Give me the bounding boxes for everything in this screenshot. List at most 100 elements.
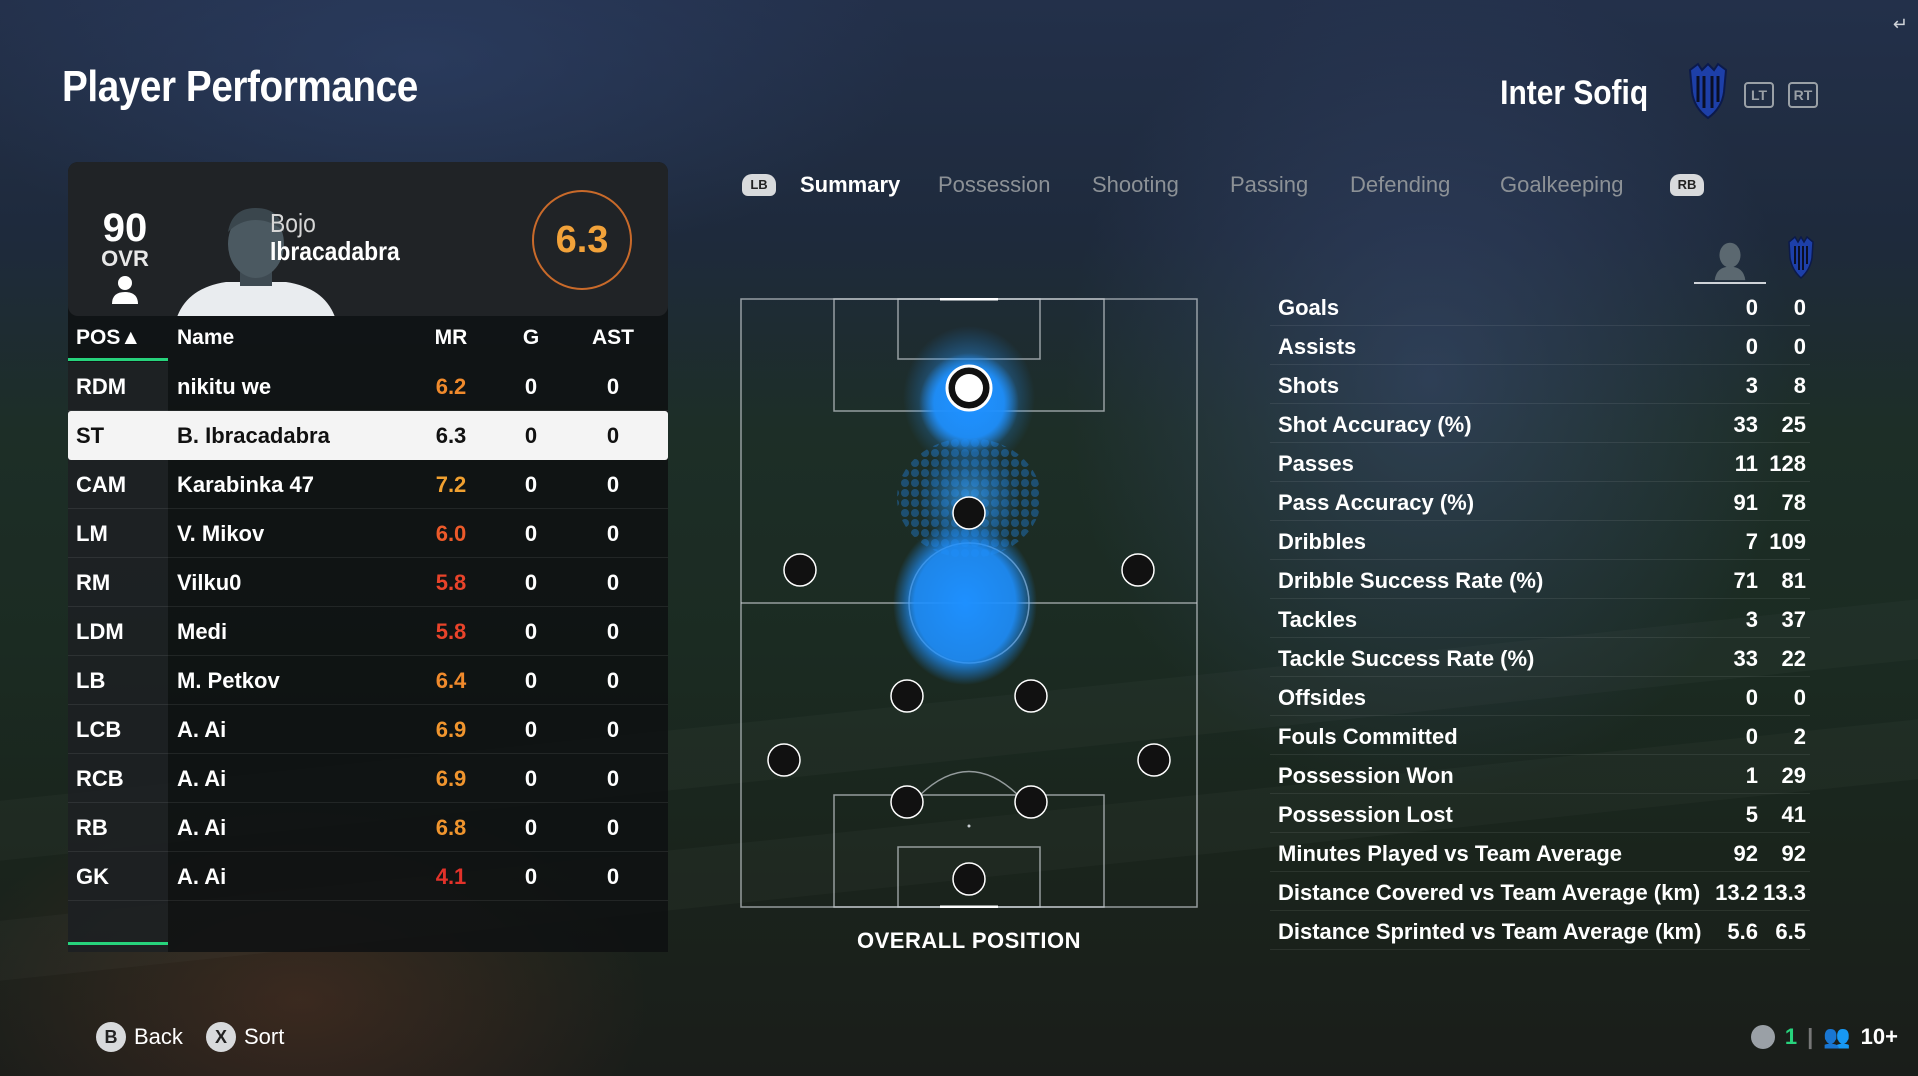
tab-shooting[interactable]: Shooting (1092, 172, 1179, 197)
tab-passing[interactable]: Passing (1230, 172, 1309, 197)
rb-button[interactable]: RB (1670, 174, 1704, 196)
stat-row: Passes 11 128 (1270, 443, 1810, 482)
stat-row: Assists 0 0 (1270, 326, 1810, 365)
table-row[interactable]: LDM Medi 5.8 0 0 (68, 607, 668, 656)
assists-cell: 0 (606, 717, 620, 742)
player-card: 90 OVR Bojo Ibracadabra 6.3 (68, 162, 668, 316)
stat-player-value: 0 (1745, 295, 1758, 320)
stat-player-value: 0 (1745, 334, 1758, 359)
goals-cell: 0 (524, 570, 538, 595)
stat-label: Minutes Played vs Team Average (1278, 841, 1622, 866)
stat-team-value: 0 (1793, 334, 1806, 359)
position-cell: LDM (76, 619, 124, 644)
assists-cell: 0 (606, 619, 620, 644)
player-table: RDM nikitu we 6.2 0 0 ST B. Ibracadabra 6.3 0 0 CA… (68, 362, 668, 901)
assists-cell: 0 (606, 423, 620, 448)
lt-button[interactable]: LT (1744, 82, 1774, 108)
stat-row: Dribbles 7 109 (1270, 521, 1810, 560)
name-cell: Karabinka 47 (177, 472, 314, 497)
stat-team-value: 78 (1781, 490, 1806, 515)
team-column-icon (1788, 236, 1814, 280)
tab-defending[interactable]: Defending (1350, 172, 1451, 197)
stat-team-value: 13.3 (1763, 880, 1806, 905)
ovr-label: OVR (101, 246, 149, 271)
goals-cell: 0 (524, 423, 538, 448)
rating-cell: 6.4 (435, 668, 467, 693)
name-cell: A. Ai (177, 815, 227, 840)
table-row[interactable]: RB A. Ai 6.8 0 0 (68, 803, 668, 852)
name-cell: M. Petkov (177, 668, 280, 693)
position-cell: RB (76, 815, 108, 840)
tab-possession[interactable]: Possession (938, 172, 1051, 197)
player-dot (890, 785, 924, 819)
player-first-name: Bojo (270, 208, 316, 238)
name-column-header[interactable]: Name (177, 326, 235, 349)
stat-label: Tackles (1278, 607, 1358, 632)
player-dot (890, 679, 924, 713)
signal-count: 1 (1784, 1024, 1798, 1049)
stat-team-value: 29 (1781, 763, 1806, 788)
stat-team-value: 2 (1793, 724, 1806, 749)
table-row[interactable]: LCB A. Ai 6.9 0 0 (68, 705, 668, 754)
assists-cell: 0 (606, 374, 620, 399)
ast-column-header[interactable]: AST (592, 326, 634, 349)
stat-label: Possession Won (1278, 763, 1454, 788)
name-cell: V. Mikov (177, 521, 265, 546)
mr-column-header[interactable]: MR (434, 326, 468, 349)
goals-cell: 0 (524, 472, 538, 497)
table-row[interactable]: RDM nikitu we 6.2 0 0 (68, 362, 668, 411)
stat-row: Shots 3 8 (1270, 365, 1810, 404)
stat-player-value: 3 (1745, 373, 1758, 398)
assists-cell: 0 (606, 864, 620, 889)
stat-row: Distance Covered vs Team Average (km) 13.… (1270, 872, 1810, 911)
table-row[interactable]: LM V. Mikov 6.0 0 0 (68, 509, 668, 558)
player-avatar (177, 208, 335, 316)
stat-player-value: 11 (1734, 451, 1758, 476)
scroll-indicator (68, 942, 168, 945)
assists-cell: 0 (606, 570, 620, 595)
back-button[interactable]: B Back (96, 1022, 183, 1052)
stat-label: Pass Accuracy (%) (1278, 490, 1475, 515)
pos-column-header[interactable]: POS▲ (76, 326, 142, 349)
position-cell: LM (76, 521, 108, 546)
name-cell: Vilku0 (177, 570, 242, 595)
stat-label: Shots (1278, 373, 1340, 398)
sort-button[interactable]: X Sort (206, 1022, 284, 1052)
stat-team-value: 81 (1781, 568, 1806, 593)
name-cell: A. Ai (177, 864, 227, 889)
table-row[interactable]: GK A. Ai 4.1 0 0 (68, 852, 668, 901)
back-label: Back (134, 1024, 183, 1049)
goals-cell: 0 (524, 864, 538, 889)
table-row[interactable]: LB M. Petkov 6.4 0 0 (68, 656, 668, 705)
table-row[interactable]: RCB A. Ai 6.9 0 0 (68, 754, 668, 803)
stat-player-value: 0 (1745, 724, 1758, 749)
stat-label: Distance Covered vs Team Average (km) (1278, 880, 1701, 905)
stat-row: Pass Accuracy (%) 91 78 (1270, 482, 1810, 521)
stat-player-value: 33 (1733, 646, 1758, 671)
table-row[interactable]: CAM Karabinka 47 7.2 0 0 (68, 460, 668, 509)
name-cell: A. Ai (177, 766, 227, 791)
stat-player-value: 7 (1745, 529, 1758, 554)
player-dot (1137, 743, 1171, 777)
g-column-header[interactable]: G (522, 326, 540, 349)
goals-cell: 0 (524, 374, 538, 399)
stat-row: Goals 0 0 (1270, 287, 1810, 326)
name-cell: A. Ai (177, 717, 227, 742)
player-dot (1014, 679, 1048, 713)
table-row[interactable]: ST B. Ibracadabra 6.3 0 0 (68, 411, 668, 460)
signal-icon (1750, 1025, 1775, 1049)
stat-row: Offsides 0 0 (1270, 677, 1810, 716)
goals-cell: 0 (524, 717, 538, 742)
tab-summary[interactable]: Summary (800, 172, 901, 197)
stat-row: Shot Accuracy (%) 33 25 (1270, 404, 1810, 443)
stat-player-value: 33 (1733, 412, 1758, 437)
goals-cell: 0 (524, 668, 538, 693)
table-row[interactable]: RM Vilku0 5.8 0 0 (68, 558, 668, 607)
player-dot (767, 743, 801, 777)
lb-button[interactable]: LB (742, 174, 776, 196)
stat-row: Distance Sprinted vs Team Average (km) 5.… (1270, 911, 1810, 950)
stat-player-value: 0 (1745, 685, 1758, 710)
stat-team-value: 25 (1781, 412, 1806, 437)
rt-button[interactable]: RT (1788, 82, 1818, 108)
tab-goalkeeping[interactable]: Goalkeeping (1500, 172, 1624, 197)
